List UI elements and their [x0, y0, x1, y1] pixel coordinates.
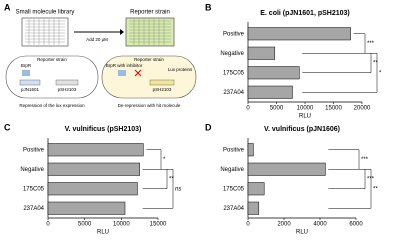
x-axis-label: RLU	[299, 114, 311, 120]
bar	[247, 46, 276, 60]
x-tick-label: 20000	[354, 106, 371, 112]
caption: De-repression with hit molecule	[118, 103, 181, 108]
significance-bracket	[328, 169, 366, 189]
plate	[125, 17, 175, 47]
x-tick-label: 10000	[297, 106, 314, 112]
significance-label: **	[373, 61, 378, 67]
significance-label: *	[379, 70, 382, 76]
cell-title: Reporter strain	[134, 57, 164, 62]
y-tick-label: 237A04	[23, 206, 44, 212]
bar	[247, 85, 293, 99]
y-tick-label: 237A04	[223, 206, 244, 212]
y-tick-label: 175C05	[223, 186, 245, 192]
library-label: Small molecule library	[16, 10, 75, 16]
x-tick-label: 6000	[349, 222, 363, 228]
plasmid-label: pJN1601	[21, 87, 40, 92]
significance-label: ns	[175, 186, 181, 192]
strain-label: Reporter strain	[130, 10, 170, 16]
significance-label: *	[163, 157, 166, 163]
x-axis-label: RLU	[97, 230, 109, 236]
plate	[21, 17, 69, 47]
significance-bracket	[142, 169, 168, 189]
y-tick-label: 175C05	[223, 70, 245, 76]
y-tick-label: Positive	[223, 31, 245, 37]
significance-bracket	[302, 53, 378, 93]
x-tick-label: 0	[46, 222, 50, 228]
chart-title: E. coli (pJN1601, pSH2103)	[260, 10, 349, 17]
chart-title: V. vulnificus (pSH2103)	[65, 126, 142, 133]
regulator	[118, 70, 126, 76]
bar	[47, 143, 144, 157]
regulator	[22, 70, 30, 76]
bar	[247, 182, 265, 196]
chart-title: V. vulnificus (pJN1606)	[264, 126, 340, 133]
panel-label: C	[4, 122, 11, 132]
plasmid-label: pSH2103	[58, 87, 77, 92]
step-label: Add 20 μM	[86, 37, 108, 42]
significance-bracket	[146, 149, 162, 170]
significance-bracket	[328, 169, 372, 209]
x-tick-label: 5000	[78, 222, 92, 228]
bar	[247, 66, 300, 80]
y-tick-label: Positive	[223, 147, 245, 153]
significance-bracket	[353, 33, 366, 54]
bar	[47, 182, 138, 196]
significance-label: **	[169, 177, 174, 183]
panel-a: A Small molecule library Reporter strain…	[4, 2, 197, 108]
x-tick-label: 15000	[150, 222, 167, 228]
arrowhead	[120, 29, 124, 35]
bar	[47, 162, 140, 176]
gene	[55, 79, 79, 86]
product-label: Lux proteins	[168, 67, 193, 72]
y-tick-label: Negative	[220, 167, 244, 173]
y-tick-label: 237A04	[223, 90, 244, 96]
regulator-label: BrpR	[21, 63, 32, 68]
significance-bracket	[142, 169, 174, 209]
bar	[247, 143, 254, 157]
regulator-label: BrpR with inhibitor	[106, 63, 143, 68]
x-tick-label: 4000	[313, 222, 327, 228]
cell	[5, 55, 99, 99]
caption: Repression of the lux expression	[19, 103, 85, 108]
gene	[19, 79, 41, 86]
significance-bracket	[302, 53, 372, 73]
y-tick-label: Negative	[220, 51, 244, 57]
significance-label: ***	[361, 157, 369, 163]
y-tick-label: 175C05	[23, 186, 45, 192]
cell	[101, 55, 197, 99]
significance-label: **	[373, 186, 378, 192]
panel-label: B	[205, 2, 212, 12]
y-tick-label: Positive	[23, 147, 45, 153]
x-axis-label: RLU	[296, 230, 308, 236]
panel-label: D	[205, 122, 212, 132]
x-tick-label: 15000	[325, 106, 342, 112]
gene	[149, 79, 175, 86]
wells	[25, 19, 171, 45]
significance-bracket	[328, 149, 360, 170]
y-tick-label: Negative	[20, 167, 44, 173]
x-tick-label: 10000	[113, 222, 130, 228]
panel-label: A	[4, 2, 11, 12]
x-tick-label: 2000	[277, 222, 291, 228]
bar	[47, 201, 126, 215]
significance-label: ***	[367, 41, 375, 47]
plasmid-label: pSH2103	[153, 87, 172, 92]
x-tick-label: 5000	[270, 106, 284, 112]
x-tick-label: 0	[246, 222, 250, 228]
x-tick-label: 0	[246, 106, 250, 112]
bar	[247, 201, 260, 215]
bar	[247, 162, 326, 176]
cross	[134, 69, 142, 77]
bar	[247, 27, 351, 41]
cell-title: Reporter strain	[37, 57, 67, 62]
